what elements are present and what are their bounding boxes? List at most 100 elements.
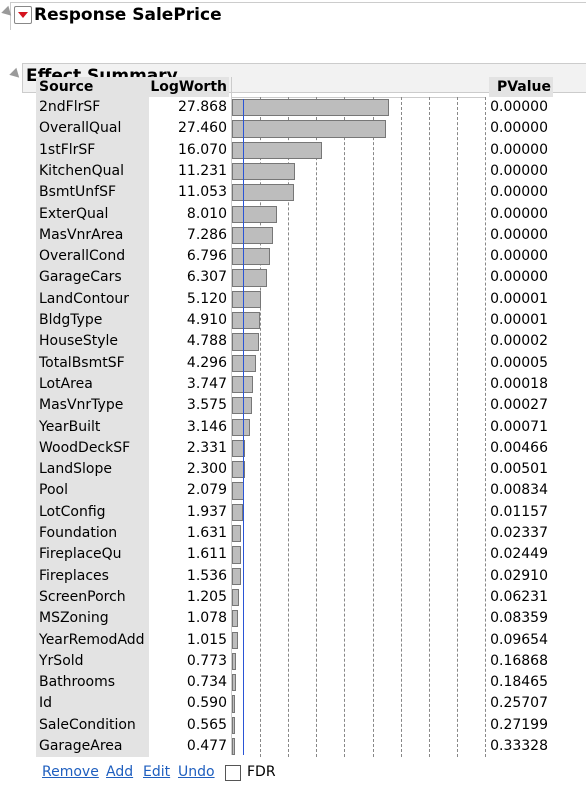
- source-label[interactable]: OverallQual: [39, 120, 122, 137]
- remove-button[interactable]: Remove: [42, 764, 99, 780]
- fdr-checkbox[interactable]: [225, 765, 241, 781]
- pvalue-value: 0.00001: [490, 290, 548, 307]
- grid-line: [372, 97, 374, 758]
- pvalue-value: 0.00002: [490, 333, 548, 350]
- source-label[interactable]: TotalBsmtSF: [39, 354, 125, 371]
- disclosure-triangle-icon[interactable]: [9, 67, 23, 82]
- logworth-bar: [232, 269, 268, 287]
- logworth-bar: [232, 652, 237, 671]
- pvalue-value: 0.00001: [490, 312, 548, 328]
- logworth-bar: [232, 738, 235, 756]
- logworth-bar: [232, 418, 250, 436]
- logworth-value: 6.307: [186, 269, 227, 286]
- pvalue-value: 0.00027: [490, 397, 548, 414]
- source-label[interactable]: LandContour: [39, 290, 130, 307]
- logworth-bar: [232, 397, 253, 415]
- pvalue-value: 0.00000: [490, 248, 548, 265]
- undo-button[interactable]: Undo: [178, 764, 215, 780]
- logworth-value: 1.205: [186, 588, 227, 605]
- source-label[interactable]: ExterQual: [39, 205, 109, 222]
- logworth-bar: [232, 588, 239, 607]
- source-label[interactable]: Id: [39, 695, 53, 712]
- source-label[interactable]: 2ndFlrSF: [39, 99, 101, 115]
- source-label[interactable]: WoodDeckSF: [39, 439, 131, 456]
- grid-line: [288, 97, 290, 758]
- grid-line: [400, 97, 402, 758]
- pvalue-value: 0.09654: [490, 631, 548, 648]
- grid-line: [428, 97, 430, 758]
- source-label[interactable]: SaleCondition: [39, 716, 136, 733]
- source-label[interactable]: FireplaceQu: [39, 546, 122, 563]
- logworth-value: 3.146: [186, 418, 227, 435]
- grid-line: [485, 97, 486, 758]
- source-label[interactable]: YearRemodAdd: [39, 631, 145, 648]
- source-label[interactable]: 1stFlrSF: [39, 141, 96, 158]
- logworth-value: 0.590: [186, 695, 227, 712]
- source-label[interactable]: LotArea: [39, 375, 93, 392]
- logworth-bar: [232, 674, 237, 692]
- source-label[interactable]: BldgType: [39, 312, 103, 328]
- source-label[interactable]: Fireplaces: [39, 567, 109, 584]
- logworth-value: 11.053: [178, 184, 227, 201]
- source-label[interactable]: KitchenQual: [39, 162, 124, 179]
- red-triangle-menu-icon[interactable]: [14, 6, 32, 24]
- pvalue-value: 0.08359: [490, 610, 548, 627]
- source-column-header[interactable]: Source: [36, 77, 149, 97]
- logworth-value: 1.078: [186, 610, 227, 627]
- source-label[interactable]: MasVnrType: [39, 397, 124, 414]
- source-label[interactable]: YrSold: [39, 652, 84, 669]
- source-label[interactable]: YearBuilt: [39, 418, 101, 435]
- source-label[interactable]: Foundation: [39, 525, 118, 541]
- source-label[interactable]: HouseStyle: [39, 333, 119, 350]
- edit-button[interactable]: Edit: [143, 764, 171, 780]
- logworth-bar: [232, 525, 242, 543]
- fdr-label: FDR: [247, 764, 276, 780]
- logworth-value: 1.631: [186, 525, 227, 541]
- logworth-value: 27.460: [178, 120, 227, 137]
- logworth-value: 4.296: [186, 354, 227, 371]
- logworth-value: 8.010: [186, 205, 227, 222]
- logworth-column-header[interactable]: LogWorth: [149, 77, 229, 97]
- source-label[interactable]: GarageCars: [39, 269, 122, 286]
- pvalue-value: 0.00834: [490, 482, 548, 499]
- logworth-value: 1.937: [186, 503, 227, 520]
- logworth-value: 6.796: [186, 248, 227, 265]
- effect-summary-outline-header: Effect Summary: [0, 30, 586, 93]
- pvalue-value: 0.06231: [490, 588, 548, 605]
- logworth-value: 0.734: [186, 674, 227, 691]
- logworth-value: 0.477: [186, 738, 227, 754]
- source-label[interactable]: OverallCond: [39, 248, 126, 265]
- logworth-value: 1.611: [186, 546, 227, 563]
- logworth-bar: [232, 567, 241, 585]
- source-label[interactable]: MasVnrArea: [39, 226, 124, 243]
- logworth-bar: [232, 482, 244, 500]
- logworth-value: 27.868: [178, 99, 227, 115]
- pvalue-value: 0.00000: [490, 226, 548, 243]
- logworth-bar: [232, 205, 278, 223]
- source-label[interactable]: BsmtUnfSF: [39, 184, 117, 201]
- source-label[interactable]: Bathrooms: [39, 674, 116, 691]
- pvalue-column-header[interactable]: PValue: [489, 77, 553, 97]
- logworth-bar: [232, 141, 323, 159]
- source-label[interactable]: Pool: [39, 482, 68, 499]
- source-label[interactable]: MSZoning: [39, 610, 109, 627]
- source-label[interactable]: LandSlope: [39, 461, 112, 478]
- source-label[interactable]: GarageArea: [39, 738, 123, 754]
- logworth-bar: [232, 695, 236, 713]
- pvalue-value: 0.00071: [490, 418, 548, 435]
- source-label[interactable]: ScreenPorch: [39, 588, 126, 605]
- grid-line: [316, 97, 318, 758]
- logworth-value: 1.015: [186, 631, 227, 648]
- logworth-bar: [232, 248, 271, 266]
- add-button[interactable]: Add: [106, 764, 134, 780]
- logworth-value: 11.231: [178, 162, 227, 179]
- logworth-value: 3.575: [186, 397, 227, 414]
- logworth-bar: [232, 439, 246, 458]
- grid-line: [344, 97, 346, 758]
- source-label[interactable]: LotConfig: [39, 503, 106, 520]
- pvalue-value: 0.00000: [490, 120, 548, 137]
- logworth-value: 2.300: [186, 461, 227, 478]
- logworth-value: 0.565: [186, 716, 227, 733]
- pvalue-value: 0.16868: [490, 652, 548, 669]
- pvalue-value: 0.02449: [490, 546, 548, 563]
